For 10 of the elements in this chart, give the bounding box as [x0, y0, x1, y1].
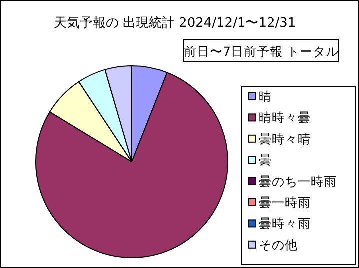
legend-label: 曇	[259, 152, 272, 168]
chart-subtitle: 前日〜7日前予報 トータル	[184, 44, 339, 59]
legend-label: 曇一時雨	[259, 195, 311, 210]
legend-label: 曇時々雨	[259, 216, 311, 232]
legend-label: 晴	[259, 89, 272, 104]
legend-label: 晴時々曇	[259, 110, 311, 126]
legend-label: 曇時々晴	[259, 131, 311, 146]
legend-label: その他	[259, 237, 298, 252]
chart-title: 天気予報の 出現統計 2024/12/1〜12/31	[54, 16, 296, 31]
legend-label: 曇のち一時雨	[259, 174, 337, 189]
